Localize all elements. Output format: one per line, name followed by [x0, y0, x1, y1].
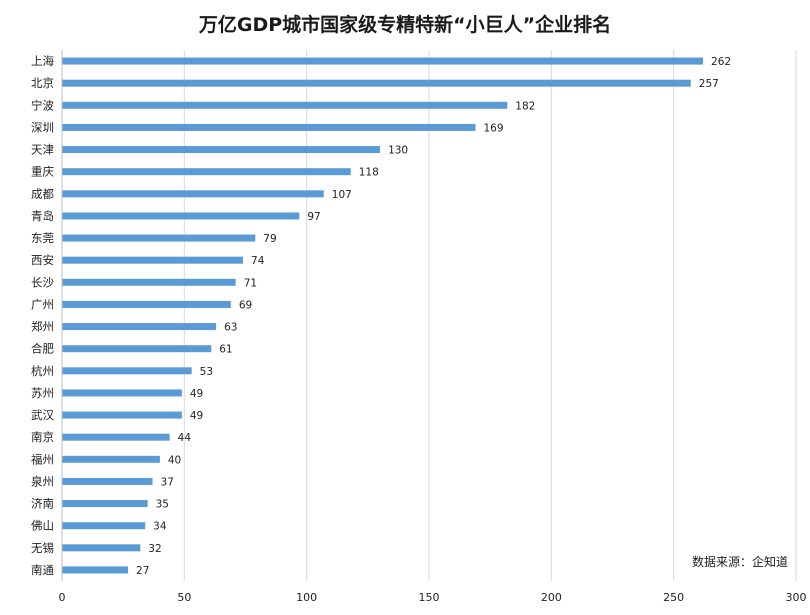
value-label: 34	[153, 521, 167, 533]
bar-上海	[62, 57, 704, 65]
bar-天津	[62, 146, 381, 154]
category-label: 杭州	[31, 364, 54, 378]
bar-济南	[62, 500, 148, 508]
bars	[62, 57, 704, 574]
chart-title: 万亿GDP城市国家级专精特新“小巨人”企业排名	[198, 14, 612, 36]
category-label: 东莞	[31, 231, 54, 245]
category-label: 南通	[31, 563, 54, 577]
bar-佛山	[62, 522, 146, 530]
bar-广州	[62, 300, 231, 308]
category-label: 北京	[31, 76, 54, 90]
category-label: 济南	[31, 497, 54, 511]
bar-重庆	[62, 168, 351, 176]
category-label: 武汉	[31, 408, 54, 422]
bar-南京	[62, 433, 170, 441]
x-tick-label: 200	[541, 591, 562, 604]
bar-福州	[62, 455, 160, 463]
value-label: 27	[136, 565, 149, 577]
bar-青岛	[62, 212, 300, 220]
category-label: 西安	[31, 253, 54, 267]
value-label: 40	[168, 454, 181, 466]
x-tick-label: 300	[786, 591, 807, 604]
bar-成都	[62, 190, 324, 198]
category-label: 泉州	[31, 474, 54, 488]
category-label: 长沙	[31, 275, 54, 289]
category-label: 深圳	[31, 120, 54, 134]
value-label: 53	[200, 366, 213, 378]
value-label: 74	[251, 255, 265, 267]
bar-合肥	[62, 345, 212, 353]
bar-东莞	[62, 234, 256, 242]
x-tick-label: 100	[296, 591, 317, 604]
category-label: 上海	[31, 54, 54, 68]
bar-西安	[62, 256, 244, 264]
bar-宁波	[62, 101, 508, 109]
value-label: 257	[699, 78, 719, 90]
category-label: 苏州	[31, 386, 54, 400]
category-label: 佛山	[31, 519, 54, 533]
value-label: 118	[359, 167, 379, 179]
value-label: 37	[161, 476, 174, 488]
category-label: 郑州	[31, 320, 54, 334]
grid-lines	[183, 50, 797, 581]
bar-南通	[62, 566, 129, 574]
value-label: 63	[224, 322, 237, 334]
category-label: 广州	[31, 297, 54, 311]
value-label: 79	[263, 233, 276, 245]
bar-郑州	[62, 323, 217, 331]
x-tick-label: 0	[59, 591, 66, 604]
value-label: 61	[219, 344, 232, 356]
category-label: 宁波	[31, 98, 54, 112]
category-label: 天津	[31, 143, 54, 157]
category-label: 重庆	[31, 165, 54, 179]
value-label: 32	[148, 543, 161, 555]
value-label: 69	[239, 299, 252, 311]
value-label: 71	[244, 277, 257, 289]
category-label: 合肥	[31, 342, 54, 356]
value-label: 262	[711, 56, 731, 68]
bar-杭州	[62, 367, 192, 375]
value-label: 182	[515, 100, 535, 112]
bar-泉州	[62, 477, 153, 485]
bar-无锡	[62, 544, 141, 552]
x-tick-label: 250	[663, 591, 684, 604]
category-labels: 上海北京宁波深圳天津重庆成都青岛东莞西安长沙广州郑州合肥杭州苏州武汉南京福州泉州…	[31, 54, 54, 577]
value-label: 49	[190, 388, 203, 400]
bar-深圳	[62, 123, 476, 131]
category-label: 福州	[31, 452, 54, 466]
source-note: 数据来源：企知道	[692, 554, 788, 569]
value-label: 107	[332, 189, 352, 201]
category-label: 青岛	[31, 209, 54, 223]
value-label: 130	[388, 145, 408, 157]
category-label: 无锡	[31, 541, 54, 555]
x-tick-label: 50	[177, 591, 191, 604]
value-label: 169	[483, 122, 503, 134]
value-label: 97	[307, 211, 320, 223]
bar-北京	[62, 79, 691, 87]
bar-苏州	[62, 389, 182, 397]
value-label: 44	[178, 432, 192, 444]
bar-武汉	[62, 411, 182, 419]
x-axis-ticks: 0 50 100 150 200 250 300	[59, 591, 807, 604]
value-label: 35	[156, 499, 169, 511]
value-label: 49	[190, 410, 203, 422]
category-label: 南京	[31, 430, 54, 444]
x-tick-label: 150	[419, 591, 440, 604]
bar-长沙	[62, 278, 236, 286]
category-label: 成都	[31, 187, 54, 201]
